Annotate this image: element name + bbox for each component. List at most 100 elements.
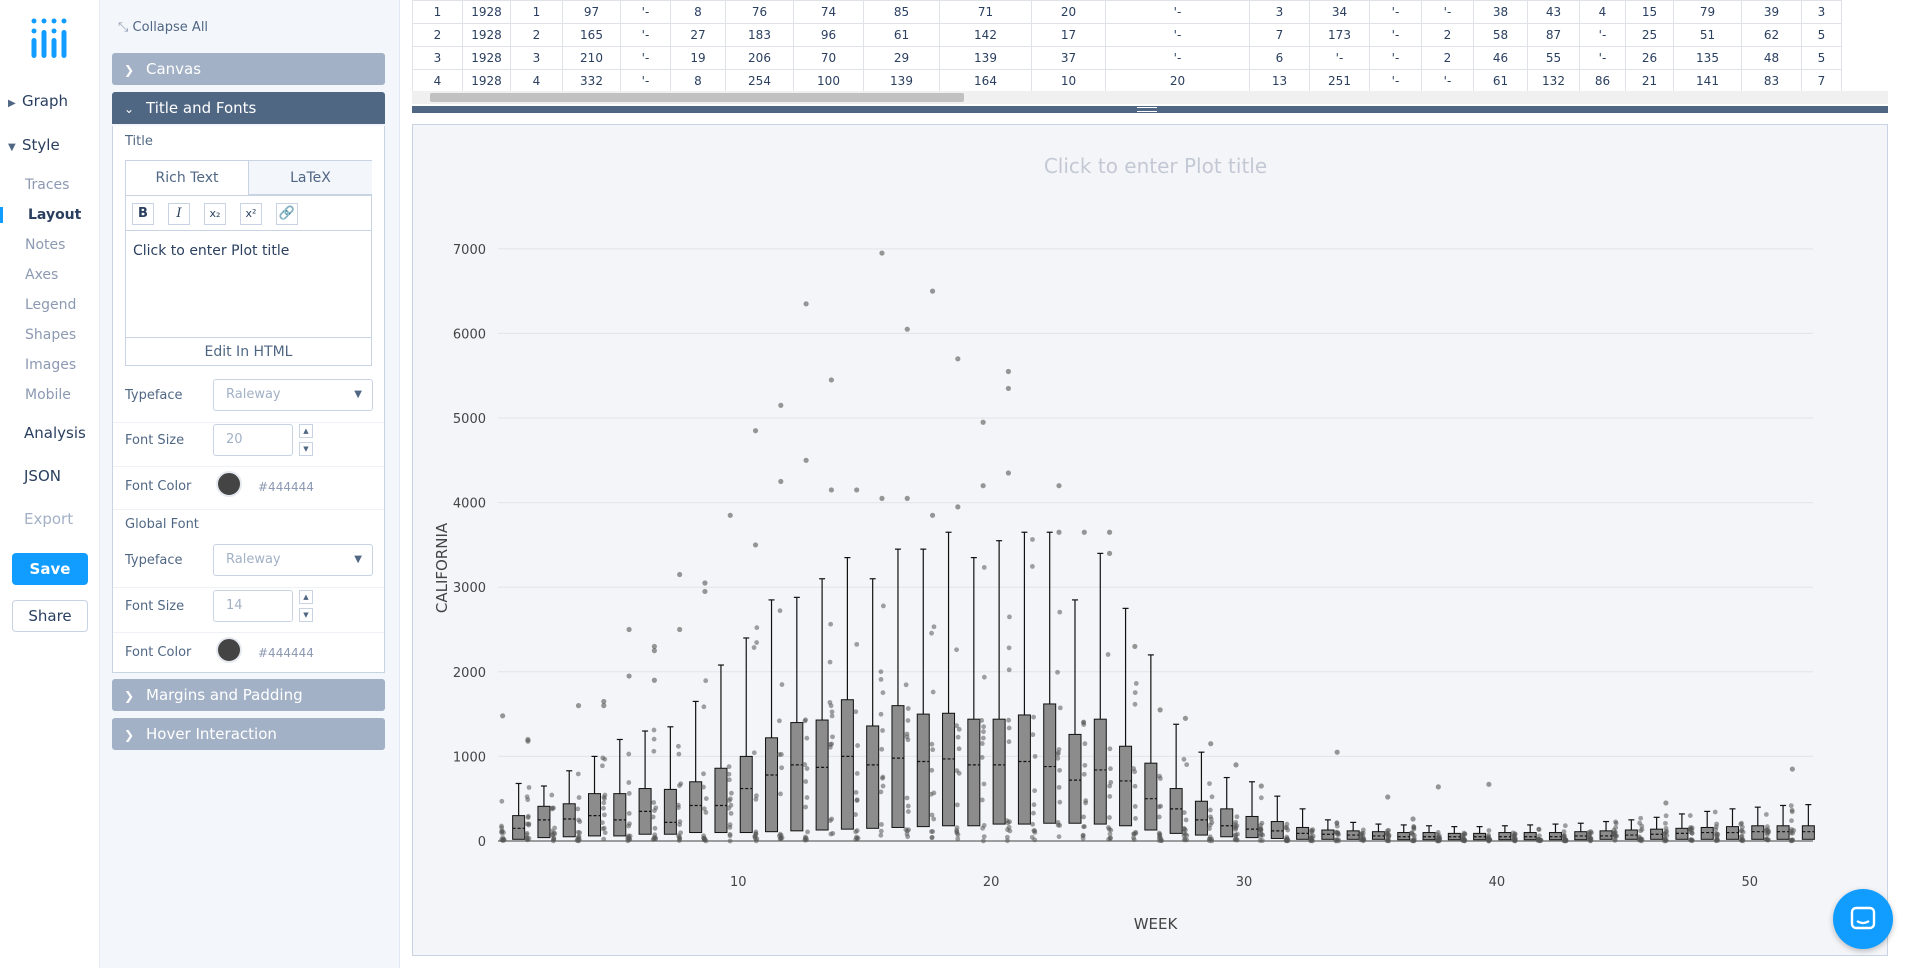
grid-cell[interactable]: 79: [1673, 0, 1742, 24]
grid-cell[interactable]: 76: [725, 0, 794, 24]
grid-cell[interactable]: '-: [1579, 23, 1626, 47]
fold-margins-and-padding[interactable]: ❯ Margins and Padding: [112, 679, 385, 711]
spin-down-icon[interactable]: ▼: [299, 442, 313, 456]
tab-latex[interactable]: LaTeX: [249, 161, 372, 195]
nav-style-traces[interactable]: Traces: [25, 177, 70, 193]
grid-cell[interactable]: 173: [1309, 23, 1370, 47]
grid-cell[interactable]: 87: [1527, 23, 1580, 47]
grid-cell[interactable]: '-: [1421, 69, 1474, 93]
nav-style-layout[interactable]: Layout: [0, 207, 100, 223]
grid-cell[interactable]: '-: [1369, 23, 1422, 47]
grid-cell[interactable]: 37: [1031, 46, 1106, 70]
nav-json[interactable]: JSON: [24, 467, 61, 485]
nav-style[interactable]: ▼ Style: [8, 136, 60, 154]
grid-cell[interactable]: 8: [670, 69, 726, 93]
grid-cell[interactable]: 13: [1249, 69, 1310, 93]
grid-cell[interactable]: 1928: [462, 0, 511, 24]
spin-up-icon[interactable]: ▲: [299, 590, 313, 604]
data-grid[interactable]: 1 1928 1 97 '- 8 76 74 85 71 20 '- 3 34 '- '- 38 43 4 15 79 3…: [412, 0, 1888, 100]
grid-cell[interactable]: '-: [620, 46, 671, 70]
subscript-button[interactable]: x₂: [204, 203, 226, 225]
grid-cell[interactable]: 61: [1473, 69, 1528, 93]
plotly-logo-icon[interactable]: [28, 16, 72, 60]
grid-cell[interactable]: 165: [562, 23, 621, 47]
nav-export[interactable]: Export: [24, 510, 74, 528]
grid-row-number[interactable]: 1: [412, 0, 463, 24]
link-button[interactable]: 🔗: [276, 203, 298, 225]
grid-cell[interactable]: 164: [939, 69, 1032, 93]
grid-cell[interactable]: 55: [1527, 46, 1580, 70]
grid-cell[interactable]: 100: [793, 69, 864, 93]
grid-cell[interactable]: 39: [1741, 0, 1802, 24]
grid-cell[interactable]: 2: [510, 23, 563, 47]
grid-cell[interactable]: '-: [1309, 46, 1370, 70]
grid-cell[interactable]: 135: [1673, 46, 1742, 70]
save-button[interactable]: Save: [12, 553, 88, 585]
box-plot-chart[interactable]: Click to enter Plot title 0 1000 2000 3000 40…: [413, 125, 1887, 955]
grid-cell[interactable]: 38: [1473, 0, 1528, 24]
nav-style-notes[interactable]: Notes: [25, 237, 66, 253]
nav-graph[interactable]: ▶ Graph: [8, 92, 69, 110]
grid-cell[interactable]: 7: [1801, 69, 1842, 93]
bold-button[interactable]: B: [132, 203, 154, 225]
title-font-size-input[interactable]: 20: [213, 424, 293, 456]
tab-rich-text[interactable]: Rich Text: [126, 161, 249, 195]
nav-style-images[interactable]: Images: [25, 357, 77, 373]
grid-cell[interactable]: 96: [793, 23, 864, 47]
grid-cell[interactable]: 25: [1625, 23, 1674, 47]
grid-cell[interactable]: 85: [863, 0, 940, 24]
grid-cell[interactable]: 29: [863, 46, 940, 70]
grid-cell[interactable]: 17: [1031, 23, 1106, 47]
scrollbar-thumb[interactable]: [430, 93, 964, 102]
title-editor-content[interactable]: Click to enter Plot title: [133, 243, 290, 259]
global-font-color-swatch[interactable]: [216, 637, 242, 663]
grid-cell[interactable]: 132: [1527, 69, 1580, 93]
grid-cell[interactable]: 43: [1527, 0, 1580, 24]
italic-button[interactable]: I: [168, 203, 190, 225]
share-button[interactable]: Share: [12, 600, 88, 632]
spin-up-icon[interactable]: ▲: [299, 424, 313, 438]
grid-cell[interactable]: 4: [510, 69, 563, 93]
title-font-color-swatch[interactable]: [216, 471, 242, 497]
grid-cell[interactable]: '-: [1579, 46, 1626, 70]
grid-cell[interactable]: 3: [510, 46, 563, 70]
nav-analysis[interactable]: Analysis: [24, 424, 86, 442]
grid-cell[interactable]: 2: [1421, 46, 1474, 70]
grid-cell[interactable]: 183: [725, 23, 794, 47]
grid-cell[interactable]: 20: [1031, 0, 1106, 24]
grid-cell[interactable]: 62: [1741, 23, 1802, 47]
grid-cell[interactable]: 332: [562, 69, 621, 93]
grid-cell[interactable]: 61: [863, 23, 940, 47]
grid-cell[interactable]: 71: [939, 0, 1032, 24]
grid-horizontal-scrollbar[interactable]: [412, 91, 1888, 104]
grid-cell[interactable]: '-: [1105, 0, 1250, 24]
grid-cell[interactable]: '-: [620, 23, 671, 47]
grid-cell[interactable]: 139: [863, 69, 940, 93]
grid-cell[interactable]: 34: [1309, 0, 1370, 24]
nav-style-legend[interactable]: Legend: [25, 297, 77, 313]
grid-cell[interactable]: 86: [1579, 69, 1626, 93]
grid-cell[interactable]: 5: [1801, 23, 1842, 47]
grid-cell[interactable]: 1928: [462, 46, 511, 70]
grid-cell[interactable]: 70: [793, 46, 864, 70]
grid-row-number[interactable]: 3: [412, 46, 463, 70]
spin-down-icon[interactable]: ▼: [299, 608, 313, 622]
grid-cell[interactable]: 74: [793, 0, 864, 24]
grid-cell[interactable]: 6: [1249, 46, 1310, 70]
grid-cell[interactable]: '-: [1369, 46, 1422, 70]
title-typeface-dropdown[interactable]: Raleway ▼: [213, 379, 373, 411]
fold-canvas[interactable]: ❯ Canvas: [112, 53, 385, 85]
grid-cell[interactable]: 48: [1741, 46, 1802, 70]
grid-cell[interactable]: 1: [510, 0, 563, 24]
grid-row[interactable]: 2 1928 2 165 '- 27 183 96 61 142 17 '- 7 173 '- 2 58 87 '-…: [412, 23, 1842, 47]
nav-style-shapes[interactable]: Shapes: [25, 327, 77, 343]
fold-title-and-fonts[interactable]: ⌄ Title and Fonts: [112, 92, 385, 124]
grid-cell[interactable]: 7: [1249, 23, 1310, 47]
grid-cell[interactable]: 27: [670, 23, 726, 47]
grid-cell[interactable]: 1928: [462, 69, 511, 93]
grid-cell[interactable]: '-: [1369, 0, 1422, 24]
fold-hover-interaction[interactable]: ❯ Hover Interaction: [112, 718, 385, 750]
global-typeface-dropdown[interactable]: Raleway ▼: [213, 544, 373, 576]
grid-cell[interactable]: 58: [1473, 23, 1528, 47]
grid-cell[interactable]: 3: [1249, 0, 1310, 24]
